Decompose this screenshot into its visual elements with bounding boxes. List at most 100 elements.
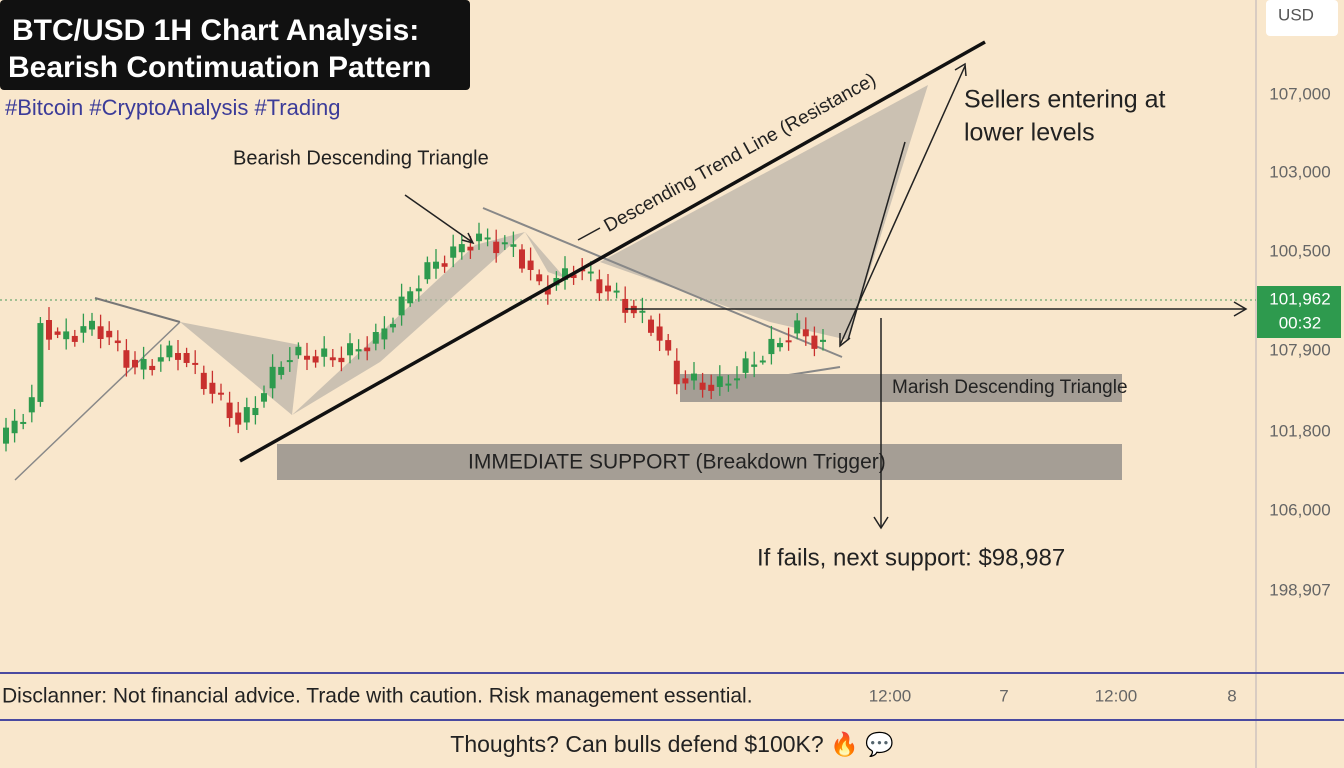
- candle-body: [596, 279, 603, 294]
- candle-body: [226, 402, 233, 419]
- annotation: lower levels: [964, 119, 1095, 147]
- title: Bearish Contimuation Pattern: [8, 51, 431, 84]
- y-tick-label: 198,907: [1269, 580, 1330, 599]
- support-zone: [277, 444, 1122, 480]
- arrow: [847, 141, 906, 341]
- candle-body: [63, 331, 70, 340]
- candle-body: [286, 360, 293, 363]
- candle-body: [777, 343, 783, 348]
- candle-body: [493, 241, 500, 254]
- candle-body: [794, 320, 801, 334]
- triangle-shade: [292, 232, 525, 415]
- footer: Thoughts? Can bulls defend $100K? 🔥 💬: [450, 731, 894, 758]
- candle-body: [458, 244, 465, 253]
- subtitle: #Bitcoin #CryptoAnalysis #Trading: [5, 95, 340, 120]
- candle-body: [149, 365, 156, 371]
- unit-box: [1266, 0, 1338, 36]
- candle-body: [3, 427, 9, 444]
- arrow: [839, 65, 966, 346]
- candle-body: [510, 244, 517, 247]
- candle-body: [407, 291, 414, 304]
- candle-body: [734, 378, 740, 381]
- candle-body: [235, 412, 242, 425]
- candle-body: [252, 407, 259, 416]
- candle-body: [123, 350, 130, 368]
- candle-body: [613, 290, 620, 293]
- candle-body: [261, 393, 267, 402]
- arrow-head: [461, 232, 475, 245]
- candle-body: [89, 320, 95, 330]
- trend-line: [239, 40, 986, 463]
- candle-body: [97, 326, 104, 340]
- arrow-head: [839, 333, 851, 348]
- candle-body: [605, 285, 611, 292]
- candle-body: [682, 378, 689, 384]
- candle-body: [415, 288, 422, 292]
- pattern-line: [482, 207, 843, 358]
- candle-body: [329, 357, 336, 361]
- candle-body: [820, 339, 826, 342]
- candle-body: [295, 346, 302, 356]
- title-box: [0, 0, 470, 90]
- candle-body: [140, 359, 147, 370]
- arrow-head: [954, 62, 967, 77]
- candle-body: [183, 353, 190, 363]
- candle-body: [656, 326, 663, 341]
- candle-body: [587, 271, 594, 274]
- candle-body: [71, 335, 78, 342]
- candle-body: [390, 324, 396, 328]
- candle-body: [269, 366, 276, 389]
- zone: [680, 374, 1122, 402]
- arrow-head: [1233, 301, 1248, 317]
- candle-body: [20, 421, 27, 424]
- candle-body: [691, 373, 697, 381]
- candle-body: [536, 274, 543, 282]
- candle-body: [716, 376, 723, 387]
- triangle-shade: [180, 322, 300, 415]
- candle-body: [106, 330, 113, 338]
- y-axis: 107,000 103,000 100,500 107,900 101,800 106,0…: [1269, 84, 1330, 599]
- candle-body: [347, 343, 353, 356]
- candle-body: [562, 268, 568, 280]
- candle-body: [218, 392, 224, 395]
- candle-body: [742, 358, 749, 373]
- candles: [3, 222, 826, 452]
- candle-body: [811, 335, 818, 349]
- y-tick-label: 103,000: [1269, 162, 1330, 181]
- pattern-line: [94, 297, 181, 323]
- x-tick-label: 7: [999, 686, 1008, 705]
- candle-body: [441, 263, 448, 267]
- arrow: [404, 194, 473, 243]
- leader: [577, 227, 601, 241]
- annotation: Sellers entering at: [964, 86, 1166, 114]
- candle-body: [467, 246, 474, 251]
- x-tick-label: 12:00: [1095, 686, 1138, 705]
- candle-body: [450, 246, 457, 258]
- drawings: [14, 85, 1122, 481]
- candle-body: [527, 260, 534, 270]
- candle-body: [28, 397, 35, 413]
- candle-body: [759, 360, 766, 363]
- candle-body: [192, 362, 199, 365]
- candle-body: [570, 274, 577, 278]
- title: BTC/USD 1H Chart Analysis:: [12, 14, 419, 47]
- x-axis: 12:00 7 12:00 8: [869, 686, 1237, 705]
- disclaimer: Disclanner: Not financial advice. Trade …: [2, 685, 753, 708]
- candle-body: [768, 338, 775, 355]
- overlays: [239, 40, 1248, 530]
- candle-body: [132, 359, 138, 368]
- annotation: If fails, next support: $98,987: [757, 544, 1065, 571]
- x-tick-label: 12:00: [869, 686, 912, 705]
- candle-body: [37, 323, 44, 402]
- candle-body: [278, 366, 285, 375]
- annotation: Marish Descending Triangle: [892, 377, 1128, 398]
- candle-body: [725, 383, 732, 386]
- y-tick-label: 101,800: [1269, 421, 1330, 440]
- candle-body: [372, 332, 379, 344]
- y-tick-label: 107,900: [1269, 340, 1330, 359]
- candle-body: [80, 326, 87, 333]
- candle-body: [209, 382, 216, 394]
- candle-body: [648, 319, 654, 333]
- candle-body: [304, 355, 310, 360]
- candle-body: [544, 288, 551, 295]
